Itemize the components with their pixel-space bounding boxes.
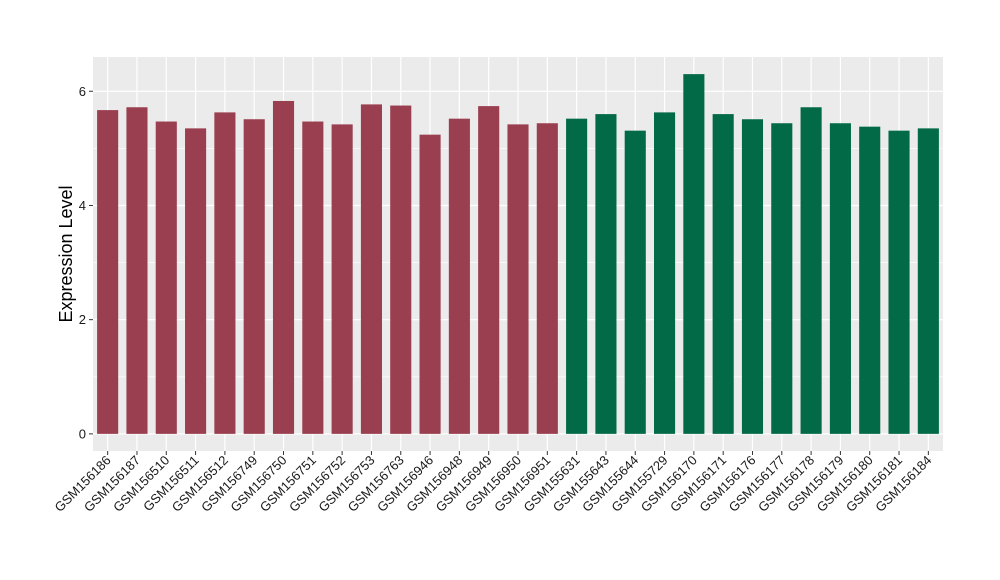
bar-GSM156949: [478, 106, 500, 434]
bar-GSM155729: [654, 112, 676, 434]
bar-GSM156184: [917, 128, 939, 434]
bar-GSM156176: [741, 119, 764, 434]
bar-GSM156181: [888, 130, 910, 434]
bar-GSM155643: [595, 114, 617, 434]
bar-GSM156180: [859, 126, 881, 434]
bar-GSM156950: [507, 124, 529, 434]
bar-GSM156177: [771, 123, 793, 434]
y-tick-label: 6: [79, 84, 86, 99]
bar-GSM155644: [624, 130, 646, 434]
bar-GSM156186: [97, 110, 119, 434]
bar-GSM156170: [683, 74, 705, 434]
bar-GSM156510: [155, 121, 177, 434]
bar-GSM156178: [800, 107, 822, 434]
bars: [97, 74, 939, 434]
x-axis: GSM156186GSM156187GSM156510GSM156511GSM1…: [52, 451, 934, 515]
bar-GSM156171: [712, 114, 734, 434]
y-axis-title: Expression Level: [56, 185, 76, 322]
y-tick-label: 0: [79, 426, 86, 441]
bar-GSM156187: [126, 107, 148, 434]
bar-GSM156948: [448, 118, 470, 434]
bar-GSM155631: [566, 118, 588, 434]
bar-GSM156753: [360, 104, 382, 434]
y-axis: 0 2 4 6: [79, 84, 93, 441]
bar-GSM156179: [829, 123, 851, 434]
bar-GSM156951: [536, 123, 558, 434]
bar-GSM156752: [331, 124, 353, 434]
bar-GSM156763: [390, 105, 412, 434]
bar-GSM156512: [214, 112, 236, 434]
bar-GSM156511: [185, 128, 207, 434]
bar-GSM156749: [243, 119, 265, 434]
bar-GSM156946: [419, 134, 441, 434]
y-tick-label: 4: [79, 198, 86, 213]
bar-GSM156750: [272, 100, 295, 434]
bar-GSM156751: [302, 121, 324, 434]
y-tick-label: 2: [79, 312, 86, 327]
